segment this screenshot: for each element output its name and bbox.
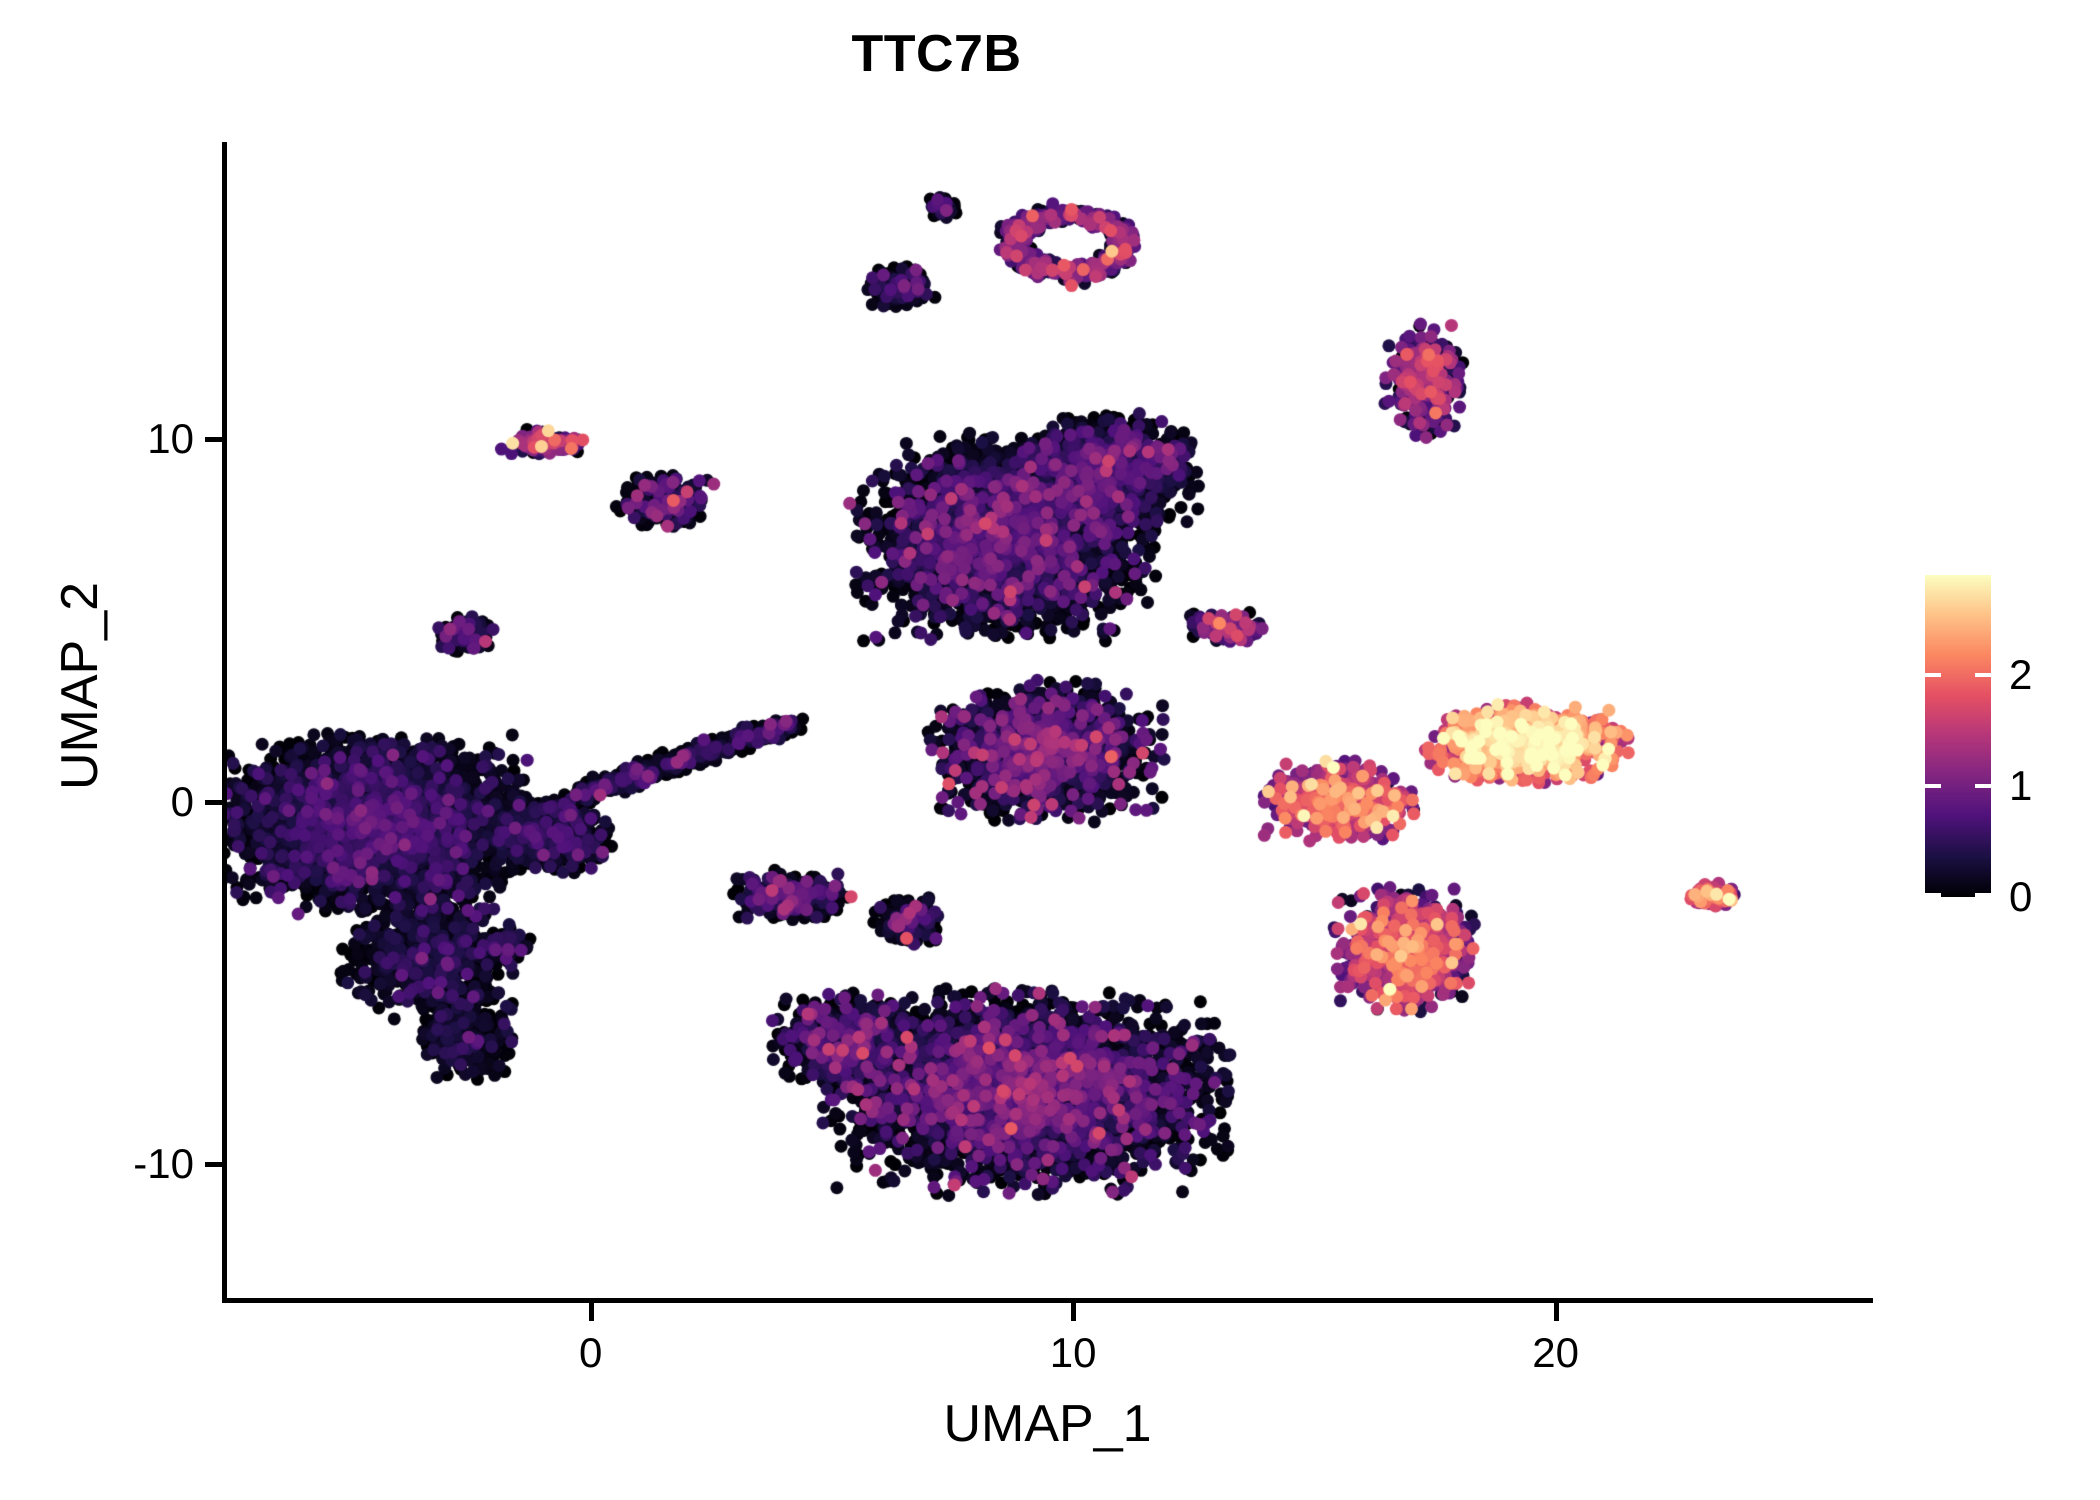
y-axis-tick-minus10: [205, 1162, 223, 1168]
colorbar-label-2: 2: [2009, 650, 2033, 698]
x-axis-tick-20: [1553, 1303, 1559, 1321]
x-axis-label-0: 0: [578, 1329, 603, 1376]
page-title: TTC7B: [851, 25, 1022, 83]
x-axis-label-20: 20: [1532, 1329, 1579, 1376]
x-axis-title: UMAP_1: [943, 1395, 1152, 1453]
colorbar-label-0: 0: [2009, 873, 2033, 920]
colorbar-tick-0-right: [1975, 893, 1991, 897]
x-axis-line: [222, 1298, 1873, 1303]
y-axis-tick-10: [205, 437, 223, 443]
x-axis-tick-10: [1071, 1303, 1077, 1321]
y-axis-title: UMAP_2: [51, 581, 109, 791]
y-axis-tick-0: [205, 799, 223, 805]
y-axis-line: [222, 142, 227, 1302]
colorbar-tick-0-left: [1925, 893, 1941, 897]
colorbar-tick-1-left: [1925, 783, 1941, 788]
scatter-plot-canvas: [224, 142, 1874, 1302]
y-axis-label-0: 0: [170, 777, 194, 825]
colorbar-tick-1-right: [1975, 783, 1991, 788]
colorbar-tick-2-right: [1975, 672, 1991, 677]
x-axis-label-10: 10: [1049, 1329, 1097, 1376]
colorbar-label-1: 1: [2009, 761, 2033, 809]
colorbar-gradient: [1925, 575, 1991, 897]
colorbar-tick-2-left: [1925, 672, 1941, 677]
y-axis-label-10: 10: [147, 415, 194, 463]
x-axis-tick-0: [588, 1303, 594, 1321]
y-axis-label-minus10: -10: [133, 1140, 194, 1188]
